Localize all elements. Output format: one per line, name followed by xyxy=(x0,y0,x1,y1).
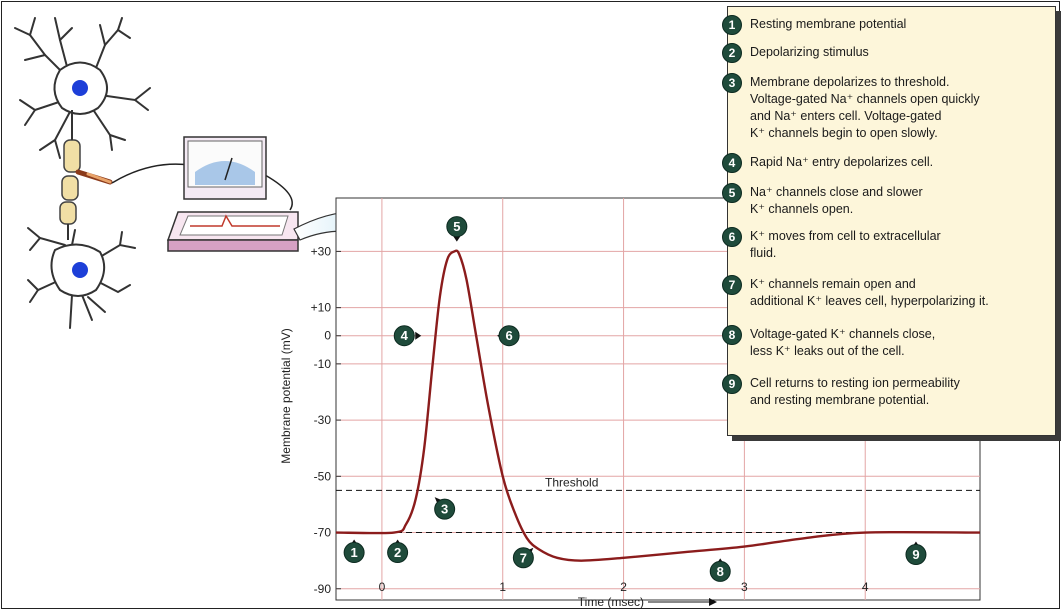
y-tick-label: -30 xyxy=(314,413,332,427)
step-number-2: 2 xyxy=(394,545,401,560)
step-number-7: 7 xyxy=(520,550,527,565)
y-tick-label: -90 xyxy=(314,582,332,596)
y-tick-label: +30 xyxy=(311,244,332,258)
y-tick-label: -10 xyxy=(314,357,332,371)
step-pointer-4 xyxy=(415,331,422,340)
x-tick-label: 3 xyxy=(741,580,748,594)
step-pointer-3 xyxy=(434,497,442,505)
y-tick-label: -70 xyxy=(314,526,332,540)
step-number-8: 8 xyxy=(717,564,724,579)
step-marker-5: 5 xyxy=(446,216,468,242)
step-pointer-5 xyxy=(452,235,461,242)
oscilloscope-icon xyxy=(166,211,299,252)
step-markers: 1 2 3 4 5 6 7 8 9 xyxy=(343,216,927,582)
y-tick-label: 0 xyxy=(324,329,331,343)
x-tick-label: 1 xyxy=(499,580,506,594)
legend-panel: 1 Resting membrane potential 2 Depolarizing… xyxy=(722,6,1056,436)
step-number-1: 1 xyxy=(351,545,358,560)
step-marker-9: 9 xyxy=(905,541,927,566)
legend-number-7: 7 xyxy=(722,275,742,295)
y-tick-labels: +30 +10 0 -10 -30 -50 -70 -90 xyxy=(311,244,332,595)
x-tick-label: 0 xyxy=(379,580,386,594)
x-axis-label: Time (msec) xyxy=(578,595,644,609)
step-number-3: 3 xyxy=(441,502,448,517)
step-badge-5 xyxy=(446,216,468,238)
x-tick-label: 4 xyxy=(862,580,869,594)
x-tick-label: 2 xyxy=(620,580,627,594)
step-badge-7 xyxy=(512,547,534,569)
threshold-label: Threshold xyxy=(545,475,598,489)
step-badge-4 xyxy=(393,325,415,347)
legend-number-3: 3 xyxy=(722,73,742,93)
step-badge-9 xyxy=(905,544,927,566)
step-marker-8: 8 xyxy=(709,558,731,582)
voltmeter-icon xyxy=(183,136,267,200)
step-marker-2: 2 xyxy=(387,539,409,564)
step-marker-7: 7 xyxy=(512,547,534,569)
legend-text-9: Cell returns to resting ion permeability… xyxy=(750,376,960,407)
legend-text-2: Depolarizing stimulus xyxy=(750,45,869,59)
legend-number-5: 5 xyxy=(722,183,742,203)
legend-number-4: 4 xyxy=(722,153,742,173)
x-tick-labels: 0 1 2 3 4 xyxy=(379,580,869,594)
neuron-illustration xyxy=(14,17,151,329)
step-marker-4: 4 xyxy=(393,325,422,347)
meter-wire xyxy=(264,174,293,211)
legend-text-4: Rapid Na⁺ entry depolarizes cell. xyxy=(750,155,934,169)
y-tick-label: +10 xyxy=(311,301,332,315)
legend-text-6: K⁺ moves from cell to extracellular flui… xyxy=(750,229,941,260)
legend-number-8: 8 xyxy=(722,325,742,345)
step-marker-3: 3 xyxy=(434,497,456,520)
threshold-lines xyxy=(336,489,980,534)
legend-text-7: K⁺ channels remain open and additional K… xyxy=(750,277,989,308)
step-number-4: 4 xyxy=(401,328,409,343)
legend-text-3: Membrane depolarizes to threshold. Volta… xyxy=(750,75,980,140)
step-badge-8 xyxy=(709,560,731,582)
step-badge-1 xyxy=(343,542,365,564)
legend-number-9: 9 xyxy=(722,374,742,394)
legend-number-2: 2 xyxy=(722,43,742,63)
step-number-9: 9 xyxy=(912,547,919,562)
membrane-potential-trace xyxy=(335,249,981,562)
probe-wire xyxy=(111,163,191,184)
step-number-6: 6 xyxy=(505,328,512,343)
legend-text-1: Resting membrane potential xyxy=(750,17,907,31)
step-marker-6: 6 xyxy=(497,325,520,347)
legend-text-5: Na⁺ channels close and slower K⁺ channel… xyxy=(750,185,923,216)
legend-text-8: Voltage-gated K⁺ channels close, less K⁺… xyxy=(750,327,936,358)
y-tick-label: -50 xyxy=(314,469,332,483)
legend-number-6: 6 xyxy=(722,227,742,247)
step-number-5: 5 xyxy=(453,219,460,234)
step-badge-2 xyxy=(387,542,409,564)
step-badge-3 xyxy=(434,498,456,520)
step-marker-1: 1 xyxy=(343,539,365,564)
y-axis-label: Membrane potential (mV) xyxy=(279,328,293,463)
step-badge-6 xyxy=(498,325,520,347)
legend-number-1: 1 xyxy=(722,15,742,35)
